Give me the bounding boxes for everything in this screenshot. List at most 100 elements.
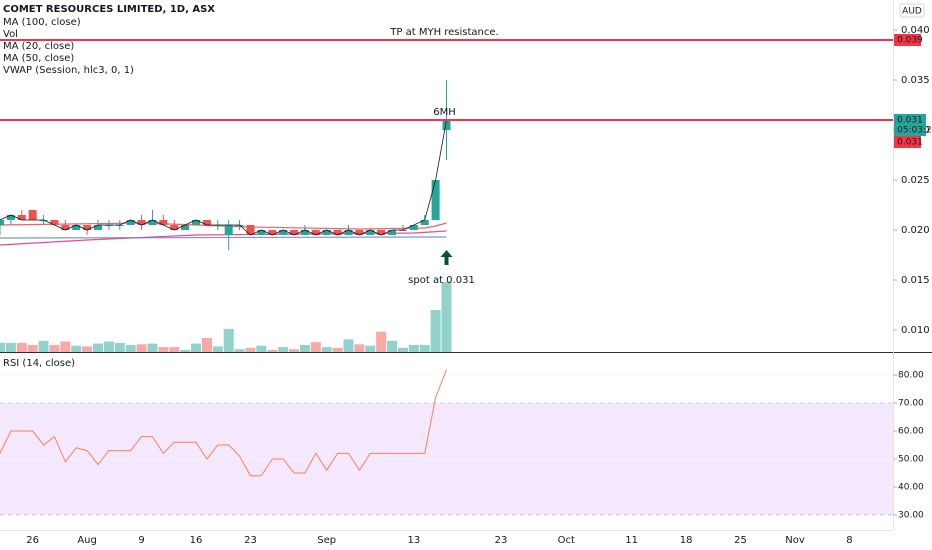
- candle-body: [94, 225, 103, 230]
- candle-body: [409, 225, 418, 230]
- volume-bar: [387, 340, 398, 352]
- candle-body: [148, 220, 157, 225]
- y-tick-label: 0.010: [901, 325, 930, 336]
- candle-body: [268, 230, 277, 235]
- candle-body: [366, 230, 375, 235]
- volume-bar: [191, 343, 202, 352]
- volume-bar: [103, 341, 114, 352]
- volume-bar: [332, 347, 343, 352]
- volume-bar: [321, 347, 332, 352]
- candle-body: [257, 230, 266, 235]
- candle-body: [311, 230, 320, 235]
- x-tick-label: 9: [138, 535, 144, 546]
- volume-bar: [299, 345, 310, 352]
- countdown: 05:03:22: [897, 126, 932, 136]
- volume-bar: [114, 342, 125, 352]
- volume-bar: [60, 341, 71, 352]
- candle-body: [0, 220, 4, 225]
- volume-bar: [180, 349, 191, 352]
- volume-bar: [93, 343, 104, 352]
- currency: AUD: [902, 7, 922, 17]
- last-price: 0.031: [897, 116, 923, 126]
- volume-bar: [147, 343, 158, 352]
- candle-body: [159, 220, 168, 225]
- price-box: [894, 34, 921, 46]
- currency-box: [899, 3, 925, 18]
- candle-body: [28, 210, 37, 220]
- candle-body: [388, 230, 397, 235]
- candle-body: [115, 225, 124, 226]
- candle-body: [442, 120, 451, 130]
- x-tick-label: 11: [625, 535, 638, 546]
- last-price-box: [894, 114, 926, 136]
- price-box-label: 0.039: [897, 36, 923, 46]
- volume-bar: [267, 349, 278, 352]
- candle-body: [420, 220, 429, 225]
- volume-bar: [82, 346, 93, 352]
- y-tick-label: 50.00: [898, 454, 924, 464]
- legend-entry: MA (20, close): [3, 41, 74, 52]
- candle-body: [344, 230, 353, 235]
- plot: TP at MYH resistance. 6MH spot at 0.031: [0, 27, 893, 477]
- x-tick-label: 13: [407, 535, 420, 546]
- y-tick-label: 0.020: [901, 225, 930, 236]
- price-box: [894, 136, 921, 148]
- candle-body: [377, 230, 386, 235]
- candle-body: [6, 215, 15, 220]
- volume-bar: [201, 338, 212, 352]
- x-tick-label: 25: [734, 535, 747, 546]
- volume-bar: [234, 349, 245, 352]
- candle-body: [279, 230, 288, 235]
- annotation: TP at MYH resistance.: [389, 27, 498, 38]
- rsi-line: [0, 369, 447, 477]
- candle-body: [170, 225, 179, 230]
- legend-entry: MA (100, close): [3, 17, 81, 28]
- legend-entry: MA (50, close): [3, 53, 74, 64]
- x-tick-label: Nov: [785, 535, 805, 546]
- volume-bar: [256, 345, 267, 352]
- volume-bar: [365, 345, 376, 352]
- candle-body: [355, 230, 364, 235]
- candle-body: [137, 220, 146, 225]
- y-tick-label: 30.00: [898, 510, 924, 520]
- legend-entry: VWAP (Session, hlc3, 0, 1): [3, 65, 134, 76]
- volume-bar: [27, 345, 38, 352]
- volume-bar: [310, 342, 321, 352]
- volume-bar: [430, 310, 441, 352]
- x-tick-label: 23: [244, 535, 257, 546]
- x-tick-label: Sep: [317, 535, 336, 546]
- volume-bar: [71, 345, 82, 352]
- candle-body: [290, 230, 299, 235]
- x-tick-label: Aug: [77, 535, 97, 546]
- volume-bar: [419, 345, 430, 352]
- x-tick-label: Oct: [558, 535, 575, 546]
- candle-body: [83, 225, 92, 230]
- y-tick-label: 0.035: [901, 75, 930, 86]
- volume-bar: [49, 345, 60, 352]
- annotation: spot at 0.031: [408, 275, 475, 286]
- candle-body: [181, 225, 190, 230]
- rsi-title: RSI (14, close): [3, 358, 75, 369]
- candle-body: [224, 225, 233, 235]
- candle-body: [202, 220, 211, 225]
- volume-bar: [278, 347, 289, 352]
- annotation: 6MH: [433, 107, 456, 118]
- candle-body: [246, 225, 255, 235]
- volume-bar: [212, 346, 223, 352]
- volume-bar: [441, 282, 452, 352]
- volume-bar: [376, 331, 387, 352]
- candle-body: [192, 220, 201, 225]
- x-tick-label: 16: [190, 535, 203, 546]
- x-tick-label: 26: [26, 535, 39, 546]
- volume-bar: [38, 340, 49, 352]
- candle-body: [39, 220, 48, 221]
- y-tick-label: 0.040: [901, 25, 930, 36]
- volume-bar: [354, 344, 365, 352]
- volume-bar: [169, 347, 180, 352]
- y-tick-label: 40.00: [898, 482, 924, 492]
- volume-bar: [245, 347, 256, 352]
- candle-body: [61, 225, 70, 230]
- volume-bar: [343, 339, 354, 352]
